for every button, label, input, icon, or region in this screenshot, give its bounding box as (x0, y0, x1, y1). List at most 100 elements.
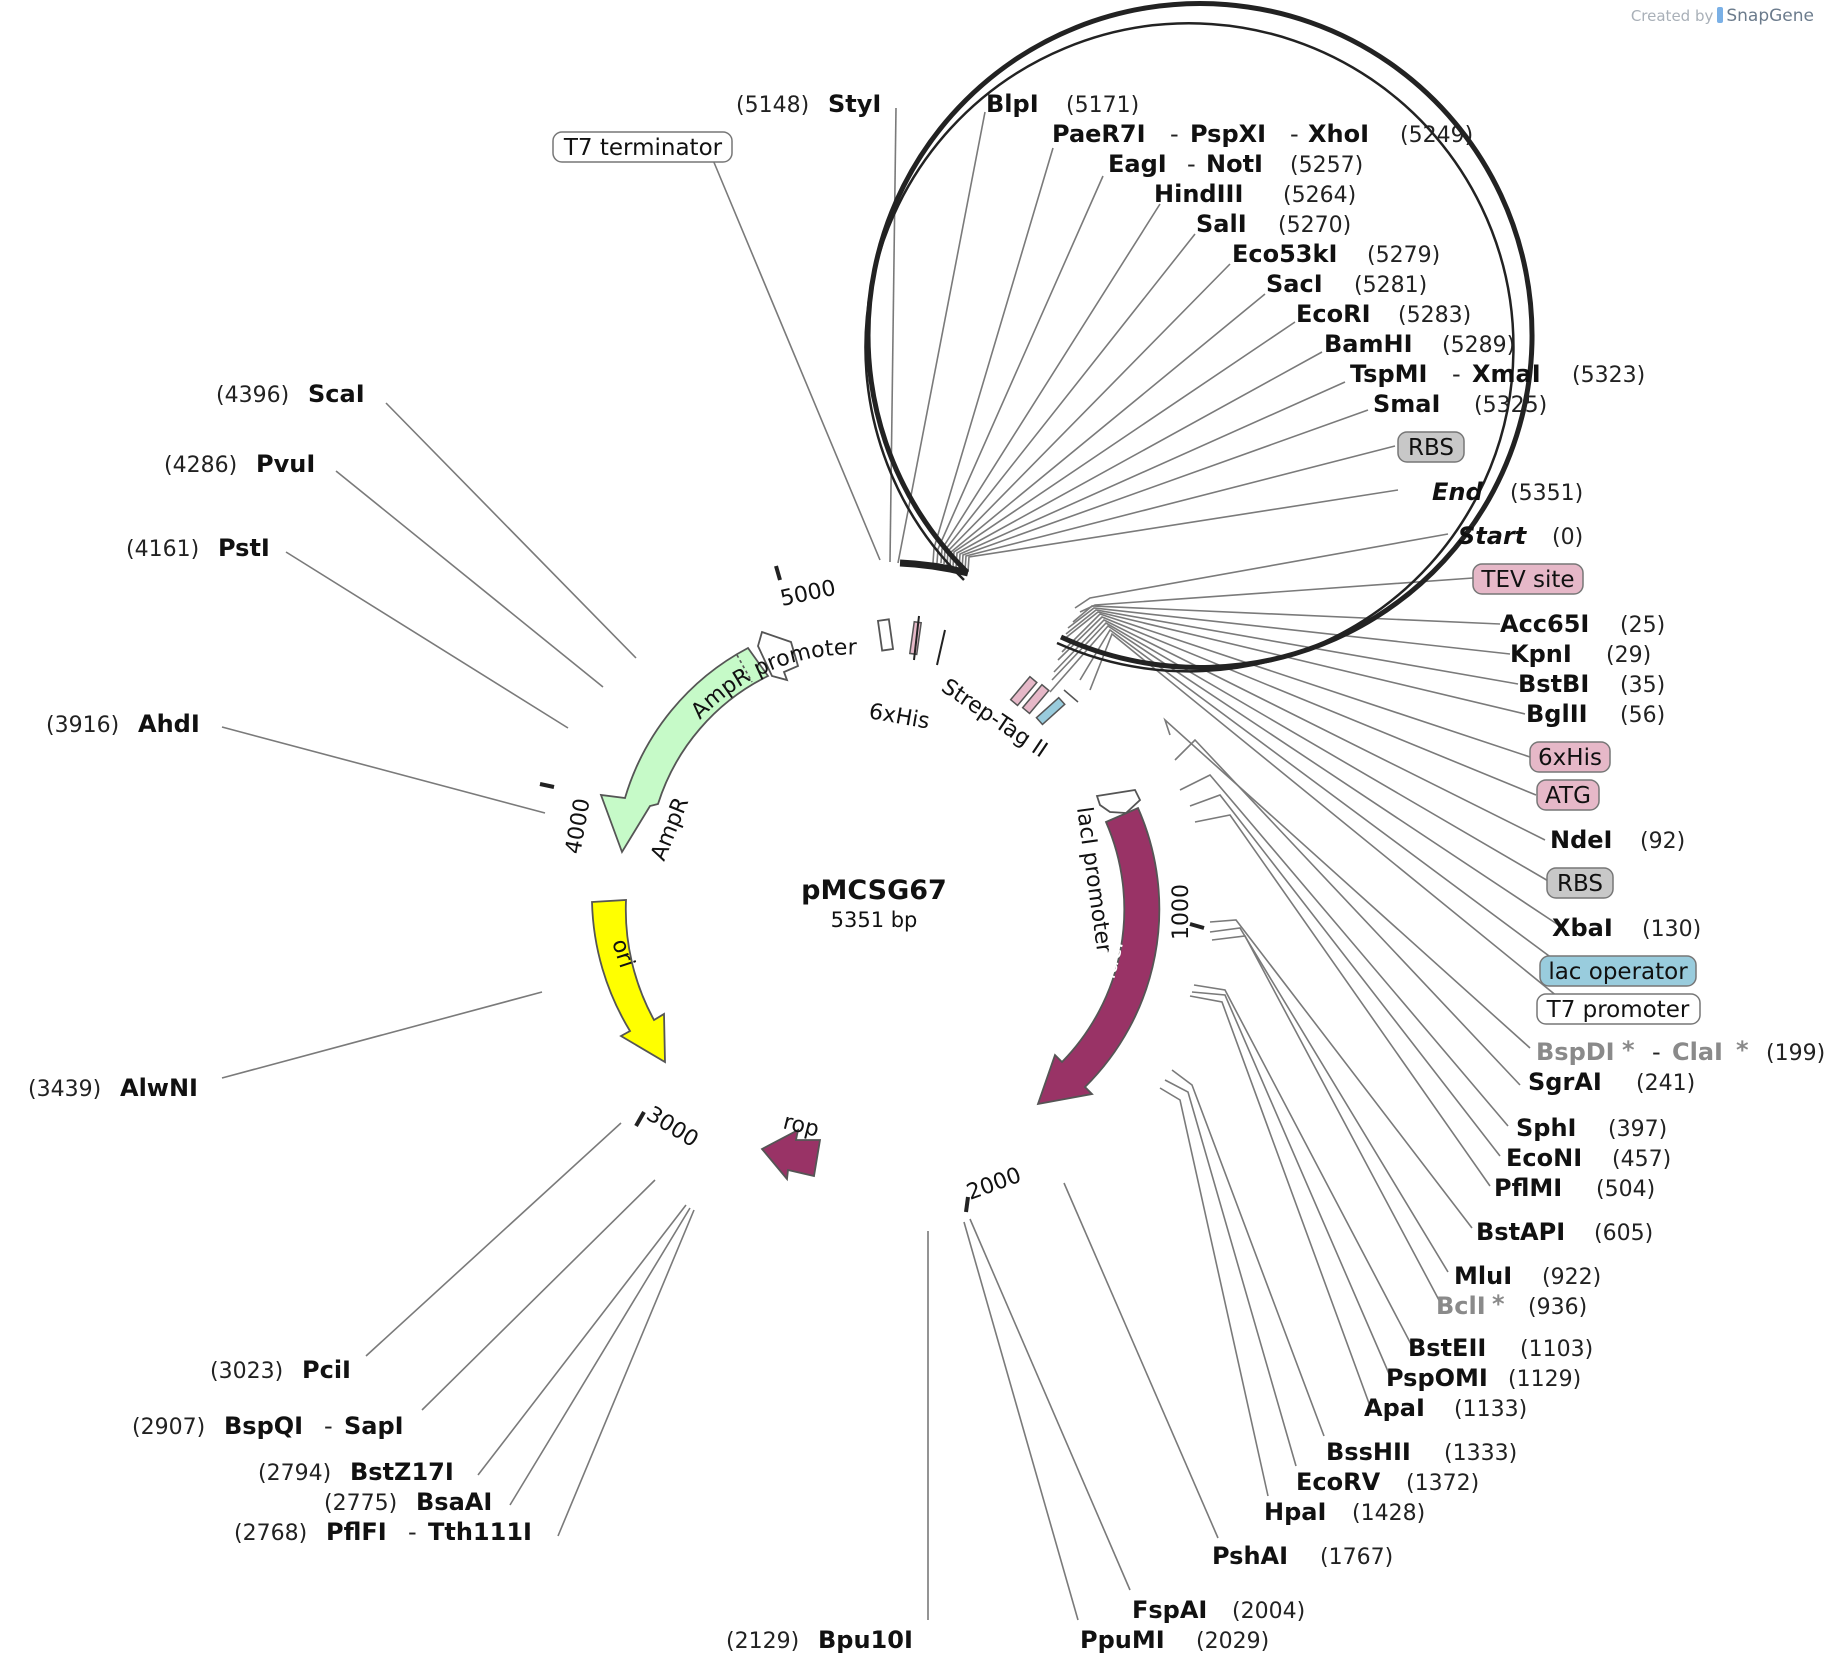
site-sali[interactable]: SalI (5270) (1196, 210, 1351, 238)
site-bspdi[interactable]: BspDI * - ClaI * (199) (1536, 1036, 1825, 1066)
site-pvui-pos: (4286) (164, 453, 237, 478)
site-blpi[interactable]: BlpI (5171) (986, 90, 1139, 118)
box-atg[interactable]: ATG (1536, 779, 1600, 811)
box-t7-promoter-label: T7 promoter (1546, 997, 1690, 1023)
site-hindiii[interactable]: HindIII (5264) (1154, 180, 1356, 208)
site-bstapi-name: BstAPI (1476, 1218, 1565, 1246)
site-bstz17i[interactable]: (2794) BstZ17I (258, 1458, 454, 1486)
site-sali-pos: (5270) (1278, 213, 1351, 238)
site-econi[interactable]: EcoNI (457) (1506, 1144, 1671, 1172)
leader-styi (889, 107, 897, 563)
tick-marks (539, 565, 1205, 1213)
site-smai[interactable]: SmaI (5325) (1373, 390, 1547, 418)
site-sgrai[interactable]: SgrAI (241) (1528, 1068, 1695, 1096)
site-mlui[interactable]: MluI (922) (1454, 1262, 1601, 1290)
site-end-pos: (5351) (1510, 481, 1583, 506)
leader-econi (1189, 794, 1501, 1157)
box-rbs-2[interactable]: RBS (1546, 867, 1614, 899)
site-pshai[interactable]: PshAI (1767) (1212, 1542, 1393, 1570)
site-ecori[interactable]: EcoRI (5283) (1296, 300, 1471, 328)
site-xbai[interactable]: XbaI (130) (1552, 914, 1701, 942)
site-pcii-pos: (3023) (210, 1359, 283, 1384)
leader-sphi (1179, 774, 1509, 1127)
watermark-prefix: Created by (1630, 7, 1714, 25)
leader-bsshii (1171, 1069, 1325, 1437)
rop-arrow[interactable] (760, 1128, 822, 1182)
site-bspqi[interactable]: (2907) BspQI - SapI (132, 1412, 404, 1440)
site-paer7i[interactable]: PaeR7I - PspXI - XhoI (5249) (1052, 120, 1473, 148)
site-bsteii[interactable]: BstEII (1103) (1408, 1334, 1593, 1362)
leader-eagi (936, 175, 1104, 564)
ampr-promoter-arrow (757, 630, 800, 682)
leader-blpi (897, 111, 986, 564)
site-pspomi[interactable]: PspOMI (1129) (1386, 1364, 1581, 1392)
site-hpai-name: HpaI (1264, 1498, 1326, 1526)
site-ecorv[interactable]: EcoRV (1372) (1296, 1468, 1479, 1496)
site-saci[interactable]: SacI (5281) (1266, 270, 1427, 298)
site-pflmi[interactable]: PflMI (504) (1494, 1174, 1655, 1202)
site-eagi[interactable]: EagI - NotI (5257) (1108, 150, 1363, 178)
site-styi[interactable]: (5148) StyI (736, 90, 881, 118)
site-apai[interactable]: ApaI (1133) (1364, 1394, 1527, 1422)
site-ppumi[interactable]: PpuMI (2029) (1080, 1626, 1269, 1654)
t7-terminator-mark (876, 618, 895, 652)
site-bstapi[interactable]: BstAPI (605) (1476, 1218, 1653, 1246)
site-bsaai[interactable]: (2775) BsaAI (324, 1488, 492, 1516)
site-styi-pos: (5148) (736, 93, 809, 118)
site-tspmi-name: TspMI (1350, 360, 1427, 388)
box-his6[interactable]: 6xHis (1529, 741, 1611, 773)
site-kpni[interactable]: KpnI (29) (1510, 640, 1651, 668)
site-fspai[interactable]: FspAI (2004) (1132, 1596, 1305, 1624)
backbone-inner-ring (864, 22, 1515, 673)
ampr-arrow[interactable] (599, 646, 770, 855)
site-bamhi[interactable]: BamHI (5289) (1324, 330, 1515, 358)
site-sgrai-name: SgrAI (1528, 1068, 1602, 1096)
ori-arrow[interactable] (591, 899, 666, 1064)
leader-smai (961, 409, 1369, 571)
box-rbs-1[interactable]: RBS (1397, 431, 1465, 463)
site-pvui[interactable]: (4286) PvuI (164, 450, 315, 478)
site-psti[interactable]: (4161) PstI (126, 534, 270, 562)
site-alwni[interactable]: (3439) AlwNI (28, 1074, 198, 1102)
box-rbs-1-label: RBS (1408, 435, 1454, 461)
laci-arrow[interactable] (1036, 806, 1161, 1106)
strep-tag-label: Strep-Tag II (937, 674, 1052, 763)
site-end[interactable]: End (5351) (1432, 478, 1583, 506)
site-start[interactable]: Start (0) (1458, 522, 1583, 550)
site-pflfi[interactable]: (2768) PflFI - Tth111I (234, 1518, 532, 1546)
box-t7-promoter[interactable]: T7 promoter (1536, 993, 1701, 1025)
leader-apai (1189, 995, 1371, 1407)
site-ahdi[interactable]: (3916) AhdI (46, 710, 200, 738)
box-lac-operator[interactable]: lac operator (1539, 955, 1697, 987)
site-bcli[interactable]: BclI * (936) (1436, 1290, 1587, 1320)
site-bsshii[interactable]: BssHII (1333) (1326, 1438, 1517, 1466)
site-bglii-name: BglII (1526, 700, 1588, 728)
tick-2000 (964, 1196, 970, 1213)
site-hpai-pos: (1428) (1352, 1501, 1425, 1526)
site-scai[interactable]: (4396) ScaI (216, 380, 365, 408)
site-pflmi-pos: (504) (1596, 1177, 1655, 1202)
site-bstbi[interactable]: BstBI (35) (1518, 670, 1665, 698)
leader-bglii (1062, 611, 1526, 715)
site-bamhi-name: BamHI (1324, 330, 1413, 358)
site-tth111i-name: Tth111I (428, 1518, 532, 1546)
site-pcii[interactable]: (3023) PciI (210, 1356, 351, 1384)
site-paer7i-pos: (5249) (1400, 123, 1473, 148)
site-bpu10i[interactable]: (2129) Bpu10I (726, 1626, 913, 1654)
site-eco53ki[interactable]: Eco53kI (5279) (1232, 240, 1440, 268)
site-bglii[interactable]: BglII (56) (1526, 700, 1665, 728)
site-blpi-name: BlpI (986, 90, 1039, 118)
site-paer7i-name: PaeR7I (1052, 120, 1146, 148)
site-hpai[interactable]: HpaI (1428) (1264, 1498, 1425, 1526)
site-alwni-pos: (3439) (28, 1077, 101, 1102)
box-t7-terminator[interactable]: T7 terminator (552, 131, 733, 163)
leader-ndei (1053, 619, 1546, 841)
site-ndei[interactable]: NdeI (92) (1550, 826, 1685, 854)
site-acc65i[interactable]: Acc65I (25) (1500, 610, 1665, 638)
site-sphi[interactable]: SphI (397) (1516, 1114, 1667, 1142)
site-tspmi[interactable]: TspMI - XmaI (5323) (1350, 360, 1645, 388)
leader-scai (385, 402, 637, 659)
strep-tag-mark (1035, 696, 1066, 726)
box-tev-site[interactable]: TEV site (1472, 563, 1584, 595)
leader-ecori (952, 321, 1296, 568)
